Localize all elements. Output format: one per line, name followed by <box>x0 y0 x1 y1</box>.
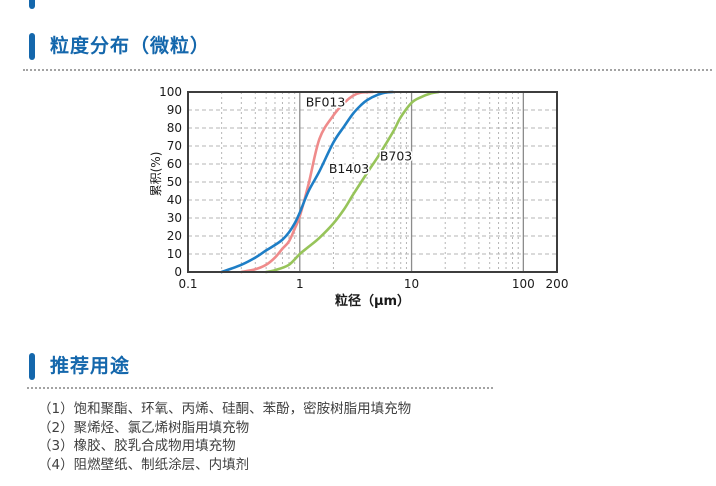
series-line-B1403 <box>220 90 395 274</box>
section-title-recommended-uses: 推荐用途 <box>50 355 131 377</box>
y-tick-label: 60 <box>167 157 182 171</box>
particle-size-chart-container: BF013 B1403 B703 0 10 20 30 40 50 60 70 80 90 100 0.1 1… <box>149 80 570 315</box>
y-tick-label: 50 <box>167 175 182 189</box>
y-axis-label: 累积(%) <box>150 152 163 197</box>
series-line-B703 <box>264 90 441 274</box>
section-title-particle-size: 粒度分布（微粒） <box>50 35 211 57</box>
y-tick-label: 10 <box>167 247 182 261</box>
y-tick-label: 80 <box>167 121 182 135</box>
x-tick-label: 200 <box>546 277 569 291</box>
x-tick-label: 1 <box>296 277 304 291</box>
uses-list: （1）饱和聚酯、环氧、丙烯、硅酮、苯酚，密胺树脂用填充物 （2）聚烯烃、氯乙烯树… <box>38 400 411 474</box>
list-item: （2）聚烯烃、氯乙烯树脂用填充物 <box>38 419 250 436</box>
y-tick-label: 100 <box>159 85 182 99</box>
list-item: （3）橡胶、胶乳合成物用填充物 <box>38 438 236 455</box>
x-axis-label: 粒径（μm） <box>335 293 410 309</box>
x-tick-label: 0.1 <box>178 277 197 291</box>
x-tick-label: 100 <box>512 277 535 291</box>
section-header-particle-size: 粒度分布（微粒） <box>29 33 210 60</box>
top-accent-remnant <box>29 0 35 9</box>
y-tick-label: 70 <box>167 139 182 153</box>
y-tick-label: 0 <box>174 265 182 279</box>
series-label-B703: B703 <box>380 148 412 163</box>
y-tick-label: 40 <box>167 193 182 207</box>
dotted-divider <box>23 69 712 71</box>
y-tick-label: 90 <box>167 103 182 117</box>
section-header-recommended-uses: 推荐用途 <box>29 353 130 380</box>
series-line-BF013 <box>240 90 375 274</box>
plot-frame <box>187 91 558 273</box>
y-tick-label: 30 <box>167 211 182 225</box>
particle-size-chart: BF013 B1403 B703 0 10 20 30 40 50 60 70 80 90 100 0.1 1… <box>149 85 569 309</box>
series-label-BF013: BF013 <box>306 94 346 109</box>
y-tick-label: 20 <box>167 229 182 243</box>
series-label-B1403: B1403 <box>329 161 369 176</box>
dotted-divider <box>27 387 493 389</box>
list-item: （1）饱和聚酯、环氧、丙烯、硅酮、苯酚，密胺树脂用填充物 <box>38 401 412 417</box>
section-accent-bar <box>29 33 35 60</box>
x-tick-label: 10 <box>404 277 419 291</box>
section-accent-bar <box>29 353 35 380</box>
list-item: （4）阻燃壁纸、制纸涂层、内填剂 <box>38 456 250 473</box>
